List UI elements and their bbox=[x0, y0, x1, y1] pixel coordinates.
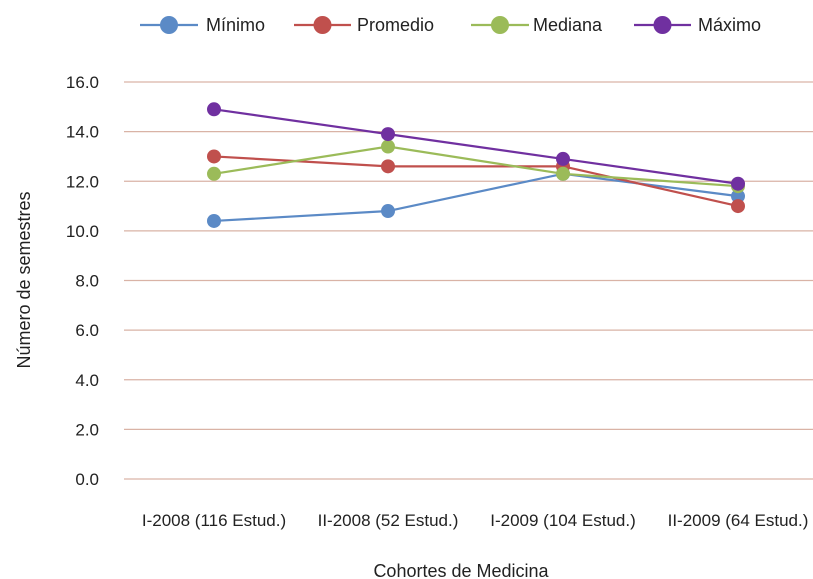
legend-marker bbox=[491, 16, 509, 34]
legend-marker bbox=[313, 16, 332, 34]
data-point bbox=[381, 159, 395, 174]
data-point bbox=[731, 189, 745, 204]
y-tick-label: 16.0 bbox=[66, 73, 99, 92]
series-line bbox=[213, 108, 739, 185]
data-point bbox=[207, 102, 221, 117]
legend-label: Máximo bbox=[698, 15, 761, 35]
x-tick-label: II-2008 (52 Estud.) bbox=[318, 511, 459, 530]
data-point bbox=[381, 204, 395, 219]
data-point bbox=[556, 166, 570, 181]
legend-item: Promedio bbox=[294, 15, 434, 35]
series-mínimo bbox=[207, 166, 745, 228]
series-mediana bbox=[207, 139, 745, 194]
x-tick-label: I-2008 (116 Estud.) bbox=[142, 511, 286, 530]
y-tick-label: 12.0 bbox=[66, 172, 99, 191]
legend: Mínimo Promedio Mediana Máximo bbox=[140, 15, 761, 35]
legend-item: Máximo bbox=[634, 15, 761, 35]
y-tick-label: 14.0 bbox=[66, 123, 99, 142]
series-line bbox=[213, 155, 739, 208]
data-point bbox=[207, 166, 221, 181]
y-tick-label: 2.0 bbox=[75, 420, 99, 439]
legend-marker bbox=[160, 16, 178, 34]
y-tick-label: 4.0 bbox=[75, 371, 99, 390]
legend-label: Promedio bbox=[357, 15, 434, 35]
data-point bbox=[381, 139, 395, 154]
legend-label: Mediana bbox=[533, 15, 603, 35]
x-tick-label: II-2009 (64 Estud.) bbox=[668, 511, 809, 530]
y-tick-label: 10.0 bbox=[66, 222, 99, 241]
y-tick-label: 8.0 bbox=[75, 272, 99, 291]
gridlines bbox=[124, 81, 813, 480]
series-line bbox=[213, 172, 739, 223]
y-tick-label: 6.0 bbox=[75, 321, 99, 340]
data-point bbox=[207, 149, 221, 164]
y-tick-label: 0.0 bbox=[75, 470, 99, 489]
series-lines bbox=[207, 102, 745, 228]
data-point bbox=[207, 213, 221, 228]
data-point bbox=[556, 151, 570, 166]
x-tick-labels: I-2008 (116 Estud.) II-2008 (52 Estud.) I-… bbox=[142, 511, 809, 530]
legend-item: Mediana bbox=[471, 15, 603, 35]
data-point bbox=[731, 199, 745, 214]
legend-item: Mínimo bbox=[140, 15, 265, 35]
series-máximo bbox=[207, 102, 745, 191]
legend-label: Mínimo bbox=[206, 15, 265, 35]
x-axis-title: Cohortes de Medicina bbox=[373, 561, 549, 579]
y-axis-title: Número de semestres bbox=[14, 191, 34, 368]
series-line bbox=[213, 145, 739, 188]
y-tick-labels: 0.0 2.0 4.0 6.0 8.0 10.0 12.0 14.0 16.0 bbox=[66, 73, 99, 489]
data-point bbox=[731, 176, 745, 191]
legend-marker bbox=[653, 16, 672, 34]
data-point bbox=[381, 127, 395, 142]
x-tick-label: I-2009 (104 Estud.) bbox=[490, 511, 636, 530]
